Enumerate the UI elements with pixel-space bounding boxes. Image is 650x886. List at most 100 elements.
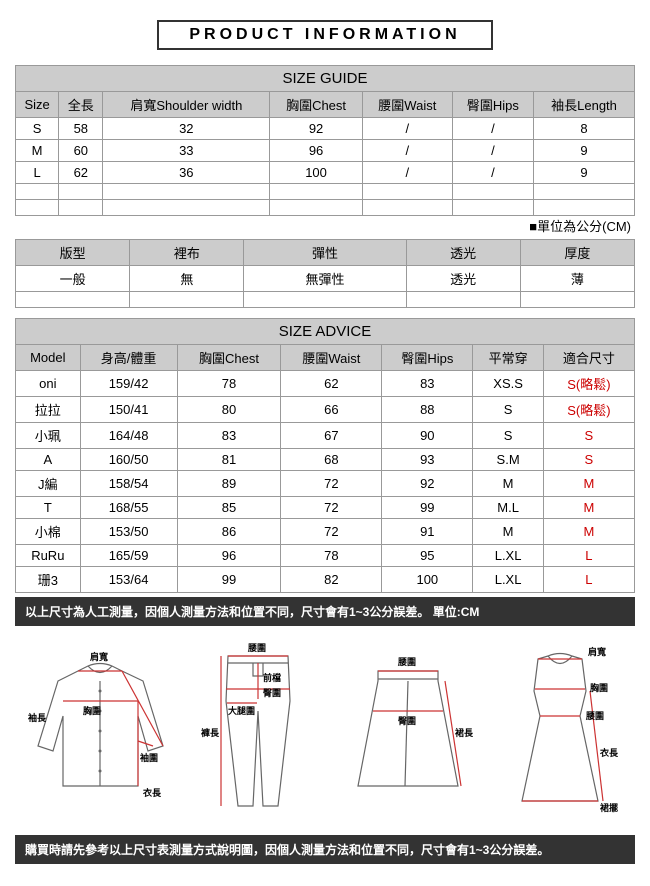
table-cell: 78 bbox=[281, 545, 382, 567]
table-header: 袖長Length bbox=[534, 92, 635, 118]
table-cell: 薄 bbox=[520, 266, 634, 292]
table-cell: 153/64 bbox=[80, 567, 177, 593]
table-cell: 81 bbox=[177, 449, 281, 471]
table-header: Model bbox=[16, 345, 81, 371]
table-header: 肩寬Shoulder width bbox=[103, 92, 270, 118]
table-cell: L bbox=[543, 567, 634, 593]
table-row: L6236100//9 bbox=[16, 162, 635, 184]
table-cell: 67 bbox=[281, 423, 382, 449]
table-cell: L bbox=[543, 545, 634, 567]
table-cell: M bbox=[543, 471, 634, 497]
table-header: Size bbox=[16, 92, 59, 118]
table-cell: 153/50 bbox=[80, 519, 177, 545]
table-row: oni159/42786283XS.SS(略鬆) bbox=[16, 371, 635, 397]
table-cell: A bbox=[16, 449, 81, 471]
table-cell: / bbox=[362, 118, 452, 140]
table-cell: / bbox=[362, 162, 452, 184]
pants-diagram: 腰圍 前檔 臀圍 大腿圍 褲長 bbox=[198, 641, 318, 816]
size-guide-table: SIZE GUIDE Size全長肩寬Shoulder width胸圍Chest… bbox=[15, 65, 635, 216]
table-cell: S bbox=[473, 423, 543, 449]
table-cell: 66 bbox=[281, 397, 382, 423]
table-cell: 95 bbox=[382, 545, 473, 567]
table-cell: 小棉 bbox=[16, 519, 81, 545]
table-cell: 72 bbox=[281, 471, 382, 497]
table-cell: 83 bbox=[382, 371, 473, 397]
table-cell: 99 bbox=[382, 497, 473, 519]
table-header: 裡布 bbox=[130, 240, 244, 266]
table-header: 身高/體重 bbox=[80, 345, 177, 371]
table-cell: RuRu bbox=[16, 545, 81, 567]
table-cell: 90 bbox=[382, 423, 473, 449]
table-cell: / bbox=[452, 162, 533, 184]
table-cell: T bbox=[16, 497, 81, 519]
table-cell: 168/55 bbox=[80, 497, 177, 519]
table-row: J編158/54897292MM bbox=[16, 471, 635, 497]
svg-text:胸圍: 胸圍 bbox=[590, 682, 608, 693]
table-cell: 150/41 bbox=[80, 397, 177, 423]
table-cell: J編 bbox=[16, 471, 81, 497]
table-cell: / bbox=[362, 140, 452, 162]
table-cell: 92 bbox=[270, 118, 363, 140]
table-cell: L bbox=[16, 162, 59, 184]
table-cell: 一般 bbox=[16, 266, 130, 292]
size-advice-table: SIZE ADVICE Model身高/體重胸圍Chest腰圍Waist臀圍Hi… bbox=[15, 318, 635, 593]
table-cell: 100 bbox=[382, 567, 473, 593]
table-cell: 珊3 bbox=[16, 567, 81, 593]
table-cell: 88 bbox=[382, 397, 473, 423]
table-cell: 92 bbox=[382, 471, 473, 497]
table-cell: XS.S bbox=[473, 371, 543, 397]
table-header: 版型 bbox=[16, 240, 130, 266]
table-cell: S(略鬆) bbox=[543, 397, 634, 423]
table-header: 適合尺寸 bbox=[543, 345, 634, 371]
table-cell: 99 bbox=[177, 567, 281, 593]
size-advice-heading: SIZE ADVICE bbox=[16, 319, 635, 345]
table-row: RuRu165/59967895L.XLL bbox=[16, 545, 635, 567]
table-header: 彈性 bbox=[244, 240, 406, 266]
svg-text:衣長: 衣長 bbox=[143, 787, 162, 798]
table-cell: M bbox=[16, 140, 59, 162]
svg-text:肩寬: 肩寬 bbox=[587, 646, 606, 657]
table-cell: 100 bbox=[270, 162, 363, 184]
table-header: 臀圍Hips bbox=[452, 92, 533, 118]
measurement-note: 以上尺寸為人工測量，因個人測量方法和位置不同，尺寸會有1~3公分誤差。 單位:C… bbox=[15, 597, 635, 626]
table-cell: M bbox=[473, 471, 543, 497]
svg-text:肩寬: 肩寬 bbox=[89, 651, 108, 662]
svg-text:臀圍: 臀圍 bbox=[398, 716, 416, 726]
table-cell: 33 bbox=[103, 140, 270, 162]
table-cell: 58 bbox=[59, 118, 103, 140]
table-cell: 無 bbox=[130, 266, 244, 292]
table-row: 小棉153/50867291MM bbox=[16, 519, 635, 545]
table-cell: L.XL bbox=[473, 545, 543, 567]
table-row: 珊3153/649982100L.XLL bbox=[16, 567, 635, 593]
table-cell: M bbox=[473, 519, 543, 545]
table-cell: 62 bbox=[281, 371, 382, 397]
table-cell: M bbox=[543, 497, 634, 519]
table-cell: 80 bbox=[177, 397, 281, 423]
table-header: 全長 bbox=[59, 92, 103, 118]
attributes-table: 版型裡布彈性透光厚度 一般無無彈性透光薄 bbox=[15, 239, 635, 308]
table-cell: 透光 bbox=[406, 266, 520, 292]
table-cell: 159/42 bbox=[80, 371, 177, 397]
table-cell: 無彈性 bbox=[244, 266, 406, 292]
svg-text:大腿圍: 大腿圍 bbox=[228, 705, 255, 716]
svg-text:腰圍: 腰圍 bbox=[397, 657, 416, 667]
table-header: 厚度 bbox=[520, 240, 634, 266]
table-cell: 9 bbox=[534, 140, 635, 162]
svg-text:裙擺: 裙擺 bbox=[600, 802, 618, 813]
size-guide-heading: SIZE GUIDE bbox=[16, 66, 635, 92]
table-row: M603396//9 bbox=[16, 140, 635, 162]
table-cell: 96 bbox=[270, 140, 363, 162]
purchase-note: 購買時請先參考以上尺寸表測量方式說明圖，因個人測量方法和位置不同，尺寸會有1~3… bbox=[15, 835, 635, 864]
svg-text:腰圍: 腰圍 bbox=[585, 711, 604, 721]
table-cell: S bbox=[543, 423, 634, 449]
table-row: 小珮164/48836790SS bbox=[16, 423, 635, 449]
table-cell: / bbox=[452, 140, 533, 162]
svg-text:衣長: 衣長 bbox=[600, 747, 619, 758]
table-header: 腰圍Waist bbox=[362, 92, 452, 118]
table-cell: 89 bbox=[177, 471, 281, 497]
table-cell: S bbox=[16, 118, 59, 140]
page-title: PRODUCT INFORMATION bbox=[157, 20, 492, 50]
table-cell: 小珮 bbox=[16, 423, 81, 449]
table-cell: M.L bbox=[473, 497, 543, 519]
table-row: A160/50816893S.MS bbox=[16, 449, 635, 471]
